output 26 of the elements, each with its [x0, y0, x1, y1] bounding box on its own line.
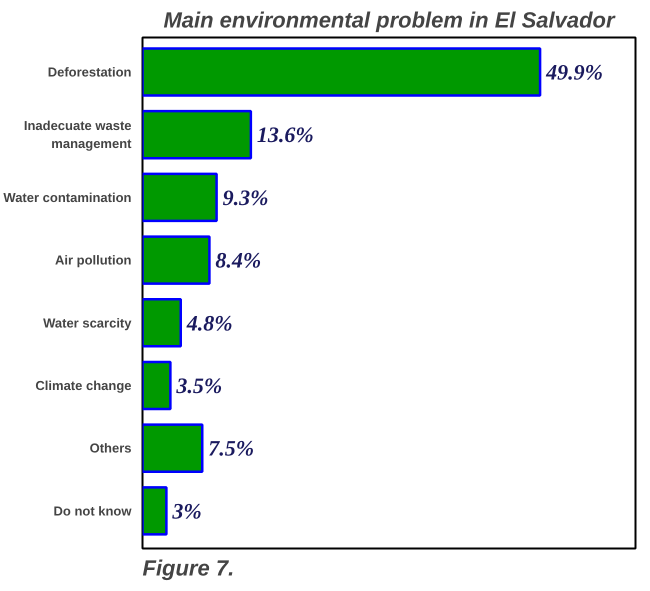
y-tick-label: Inadecuate waste management	[24, 118, 132, 152]
y-tick-label: Do not know	[54, 503, 132, 518]
y-tick-label: Water contamination	[3, 190, 132, 205]
y-tick-label: Climate change	[35, 378, 132, 393]
y-tick-label: Others	[90, 440, 132, 456]
data-label: 9.3%	[222, 184, 268, 210]
bar	[142, 360, 172, 410]
bar	[142, 486, 168, 536]
bar	[142, 110, 252, 160]
y-tick-label: Deforestation	[48, 64, 132, 80]
bar	[142, 47, 542, 97]
bar	[142, 235, 211, 285]
data-label: 4.8%	[186, 310, 233, 336]
chart-title: Main environmental problem in El Salvador	[163, 8, 616, 32]
data-label: 3.5%	[175, 372, 222, 398]
data-label: 13.6%	[256, 122, 314, 148]
bar	[142, 172, 218, 222]
bar	[142, 298, 182, 348]
y-tick-label: Water scarcity	[43, 315, 132, 330]
data-label: 8.4%	[215, 248, 262, 273]
bar	[142, 423, 204, 473]
caption: Figure 7.	[142, 556, 234, 580]
data-label: 7.5%	[208, 436, 254, 461]
y-tick-label: Air pollution	[54, 252, 132, 268]
data-label: 49.9%	[545, 59, 603, 84]
data-label: 3%	[171, 498, 202, 524]
